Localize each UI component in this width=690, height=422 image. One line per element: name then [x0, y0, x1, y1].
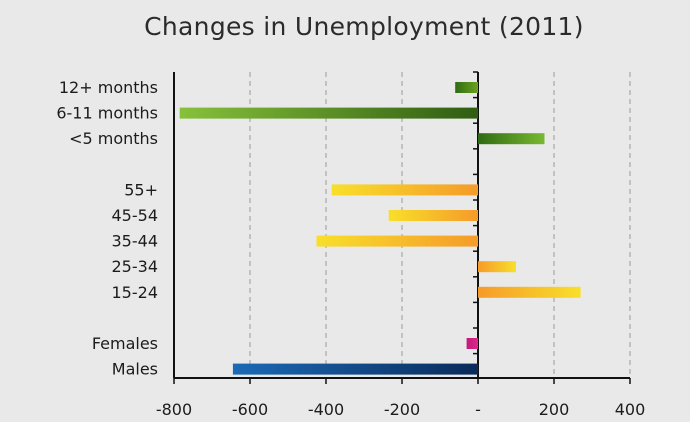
category-label-8: 15-24	[112, 283, 159, 302]
x-tick-label-2: -400	[308, 400, 344, 419]
x-tick-label-5: 200	[539, 400, 570, 419]
bar-2	[478, 133, 545, 145]
bar-5	[388, 210, 478, 221]
bar-4	[331, 184, 478, 196]
category-label-11: Males	[112, 360, 158, 379]
category-label-0: 12+ months	[59, 78, 158, 97]
bar-7	[478, 261, 516, 273]
x-tick-label-4: -	[475, 400, 481, 419]
bar-11	[232, 363, 478, 375]
category-label-1: 6-11 months	[56, 104, 158, 123]
x-tick-label-1: -600	[232, 400, 268, 419]
category-label-5: 45-54	[112, 206, 159, 225]
x-tick-label-6: 400	[615, 400, 646, 419]
chart-title: Changes in Unemployment (2011)	[144, 12, 584, 41]
bar-0	[455, 82, 478, 93]
category-label-2: <5 months	[69, 129, 158, 148]
category-label-4: 55+	[124, 180, 158, 199]
category-label-7: 25-34	[112, 257, 159, 276]
bar-6	[316, 235, 478, 247]
category-label-6: 35-44	[112, 232, 159, 251]
bar-8	[478, 286, 581, 298]
bar-1	[179, 107, 478, 119]
x-tick-label-3: -200	[384, 400, 420, 419]
x-tick-label-0: -800	[156, 400, 192, 419]
bar-10	[466, 338, 478, 349]
category-label-10: Females	[92, 334, 158, 353]
